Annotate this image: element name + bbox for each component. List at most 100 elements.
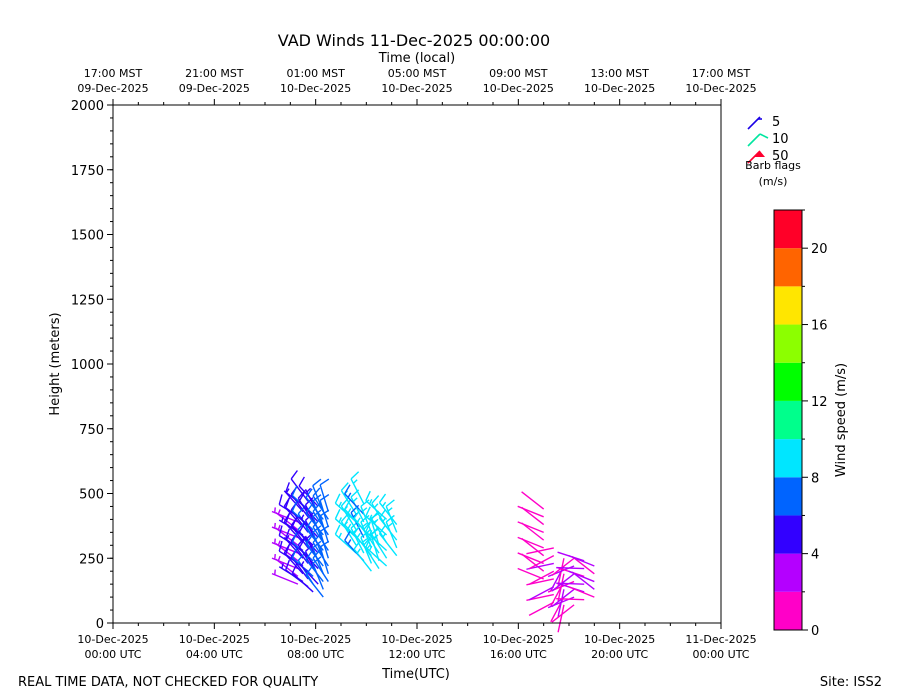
- plot-area: [271, 470, 595, 633]
- barb-shaft: [517, 567, 544, 580]
- barb-half: [373, 518, 379, 524]
- barb-half: [347, 508, 352, 514]
- barb-half: [356, 548, 361, 554]
- barb-full: [278, 540, 283, 552]
- barb-full: [278, 494, 283, 505]
- barb-half: [347, 539, 352, 545]
- wind-barb: [305, 566, 324, 598]
- wind-barb: [521, 522, 545, 541]
- barb-half: [306, 534, 312, 540]
- barb-shaft: [556, 566, 585, 570]
- wind-barb: [568, 554, 595, 567]
- wind-barb: [365, 522, 388, 552]
- barb-full: [353, 540, 361, 550]
- barb-shaft: [298, 547, 319, 570]
- wind-barb: [271, 553, 299, 570]
- barb-full: [378, 524, 387, 535]
- legend-caption-line2: (m/s): [759, 175, 788, 188]
- barb-shaft: [271, 541, 299, 554]
- barb-shaft: [312, 532, 324, 559]
- wind-barb: [551, 573, 575, 592]
- wind-barb: [556, 582, 585, 585]
- barb-full: [285, 482, 290, 493]
- barb-shaft: [526, 547, 554, 555]
- y-axis-label: Height (meters): [48, 312, 63, 415]
- barb-shaft: [298, 516, 319, 539]
- barb-full: [353, 524, 361, 535]
- x-axis-label: Time(UTC): [381, 667, 450, 682]
- legend-barb-shaft: [747, 133, 761, 147]
- barb-shaft: [291, 572, 314, 593]
- colorbar-segment: [774, 324, 802, 363]
- barb-shaft: [271, 526, 299, 539]
- wind-barb: [312, 509, 324, 543]
- x-top-tick-time: 09:00 MST: [489, 67, 548, 80]
- wind-barb: [385, 499, 398, 533]
- barb-half: [347, 492, 352, 498]
- wind-barb: [571, 555, 595, 575]
- x-top-tick-time: 17:00 MST: [84, 67, 143, 80]
- barb-half: [356, 517, 361, 523]
- barb-half: [362, 507, 368, 512]
- barb-shaft: [551, 573, 575, 592]
- barb-full: [290, 470, 298, 480]
- x-top-tick-date: 09-Dec-2025: [77, 82, 148, 95]
- barb-half: [387, 507, 393, 512]
- barb-shaft: [557, 604, 565, 633]
- wind-barb: [521, 553, 545, 572]
- y-tick-label: 1750: [71, 164, 104, 179]
- barb-full: [344, 484, 351, 495]
- colorbar-tick-label: 16: [811, 319, 828, 334]
- barb-shaft: [571, 555, 595, 575]
- legend-barb: [747, 133, 769, 147]
- barb-full: [285, 559, 290, 571]
- barb-full: [334, 524, 341, 535]
- legend-label: 10: [772, 132, 789, 147]
- barb-half: [387, 522, 393, 528]
- colorbar-segment: [774, 286, 802, 325]
- colorbar-segment: [774, 248, 802, 287]
- x-bottom-tick-time: 00:00 UTC: [692, 648, 749, 661]
- barb-half: [338, 517, 342, 523]
- barb-shaft: [312, 557, 329, 582]
- wind-barb: [551, 588, 575, 608]
- wind-barb: [385, 514, 398, 549]
- x-bottom-tick-time: 00:00 UTC: [84, 648, 141, 661]
- barb-shaft: [528, 555, 555, 570]
- wind-barb: [528, 555, 555, 570]
- barb-shaft: [271, 573, 299, 585]
- barb-full: [305, 535, 313, 545]
- barb-full: [291, 563, 298, 574]
- barb-full: [285, 513, 290, 524]
- legend-barb-flag: [754, 151, 765, 157]
- colorbar-tick-label: 12: [811, 395, 828, 410]
- wind-barb: [557, 604, 565, 633]
- barb-half: [368, 514, 373, 520]
- barb-full: [278, 525, 283, 536]
- barb-full: [312, 478, 322, 487]
- wind-barb: [571, 571, 595, 590]
- wind-barb: [350, 471, 365, 505]
- barb-full: [371, 495, 380, 504]
- wind-barb: [568, 570, 595, 583]
- barb-shaft: [517, 505, 544, 518]
- barb-full: [312, 540, 322, 549]
- wind-barb: [528, 586, 555, 601]
- colorbar: 0 4 8 12 16 20: [773, 209, 828, 639]
- barb-half: [300, 514, 305, 520]
- barb-full: [298, 476, 305, 487]
- y-tick-label: 0: [96, 617, 104, 632]
- x-bottom-tick-date: 11-Dec-2025: [685, 633, 756, 646]
- colorbar-frame: [773, 209, 803, 631]
- colorbar-label: Wind speed (m/s): [834, 363, 849, 477]
- barb-half: [362, 522, 368, 528]
- barb-full: [298, 538, 305, 549]
- barb-full: [285, 497, 290, 508]
- barb-shaft: [312, 511, 329, 536]
- barb-full: [344, 530, 351, 541]
- wind-barb: [271, 507, 299, 523]
- barb-shaft: [556, 598, 585, 601]
- barb-full: [312, 487, 321, 497]
- legend-barb: [747, 116, 762, 130]
- wind-barb: [378, 524, 398, 557]
